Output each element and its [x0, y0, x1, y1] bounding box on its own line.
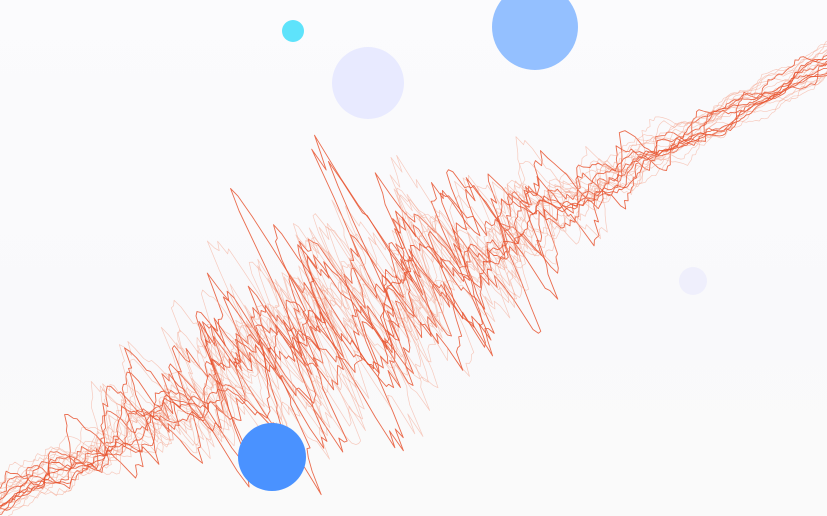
- circle-blue-top: [492, 0, 578, 70]
- circle-lavender-medium: [332, 47, 404, 119]
- circle-cyan-small: [282, 20, 304, 42]
- waveform-line: [0, 45, 827, 490]
- waveform-line: [0, 62, 827, 499]
- waveform-line: [0, 67, 827, 509]
- circle-blue-bottom: [238, 423, 306, 491]
- waveform-line: [7, 75, 827, 516]
- circle-lavender-small: [679, 267, 707, 295]
- waveform-lines: [0, 41, 827, 516]
- waveform-line: [0, 51, 827, 499]
- waveform-line: [0, 58, 827, 501]
- waveform-line: [0, 49, 827, 486]
- waveform-line: [0, 50, 827, 503]
- waveform-line: [0, 63, 827, 511]
